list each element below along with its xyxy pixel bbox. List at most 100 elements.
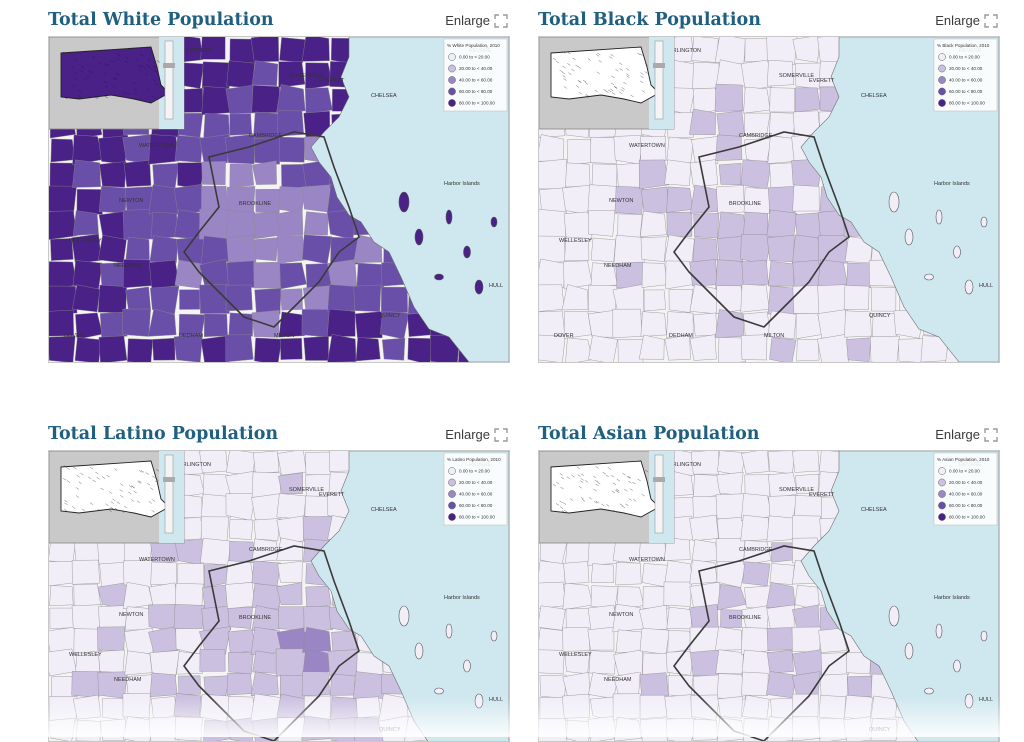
census-tract [278, 472, 303, 494]
zoom-handle[interactable] [163, 477, 175, 482]
choropleth-map[interactable]: NEWTON BROOKLINE WELLESLEY NEEDHAM QUINCY CAM… [539, 451, 999, 741]
legend-swatch [448, 467, 456, 475]
inset-town-line [88, 476, 92, 480]
inset-town-line [559, 506, 564, 509]
state-inset-map [49, 451, 185, 544]
census-tract [99, 311, 128, 339]
zoom-handle[interactable] [653, 63, 665, 68]
census-tract [99, 161, 127, 188]
inset-town-line [595, 500, 600, 504]
census-tract [201, 606, 232, 633]
enlarge-button[interactable]: Enlarge [935, 427, 998, 442]
census-tract [174, 716, 203, 741]
inset-town-line [104, 95, 108, 99]
enlarge-label: Enlarge [935, 427, 980, 442]
place-label: ARLINGTON [669, 48, 701, 54]
census-tract [98, 234, 127, 264]
place-label: NEEDHAM [604, 263, 632, 269]
census-tract [200, 516, 230, 542]
inset-town-line [91, 56, 96, 59]
enlarge-label: Enlarge [445, 13, 490, 28]
census-tract [817, 259, 848, 290]
census-tract [226, 186, 256, 214]
census-tract [640, 186, 669, 214]
inset-town-line [95, 471, 99, 475]
census-tract [49, 561, 77, 587]
inset-town-line [86, 75, 90, 78]
zoom-slider[interactable] [654, 454, 664, 534]
place-label: QUINCY [379, 727, 401, 733]
place-label: DEDHAM [179, 333, 203, 339]
inset-town-line [639, 80, 644, 84]
inset-town-line [566, 476, 570, 479]
legend-swatch [448, 53, 456, 61]
zoom-slider[interactable] [164, 40, 174, 120]
census-tract [741, 671, 769, 696]
inset-town-line [556, 482, 560, 485]
choropleth-map[interactable]: NEWTON BROOKLINE WELLESLEY NEEDHAM DEDHAM MIL… [539, 37, 999, 362]
map-legend: % Latino Population, 2010 0.00 to < 20.00… [443, 452, 508, 526]
census-tract [302, 285, 331, 313]
inset-town-line [76, 475, 80, 478]
zoom-slider[interactable] [654, 40, 664, 120]
enlarge-button[interactable]: Enlarge [935, 13, 998, 28]
inset-town-line [610, 88, 614, 92]
zoom-handle[interactable] [653, 477, 665, 482]
census-tract [740, 514, 771, 542]
census-tract [303, 606, 334, 633]
harbor-island [445, 209, 453, 225]
harbor-island [434, 687, 444, 695]
census-tract [795, 62, 823, 90]
place-label: BROOKLINE [239, 615, 271, 621]
zoom-slider[interactable] [164, 454, 174, 534]
census-tract [254, 288, 282, 315]
place-label: SOMERVILLE [779, 73, 814, 79]
census-tract [280, 338, 303, 360]
inset-town-line [155, 82, 159, 86]
inset-town-line [595, 54, 600, 57]
inset-town-line [582, 79, 587, 83]
census-tract [227, 606, 253, 629]
census-tract [49, 285, 78, 315]
map-black[interactable]: NEWTON BROOKLINE WELLESLEY NEEDHAM DEDHAM MIL… [538, 36, 1000, 363]
census-tract [302, 627, 332, 653]
panel-title: Total Latino Population [48, 424, 279, 444]
inset-town-line [585, 480, 589, 483]
census-tract [564, 236, 590, 262]
place-label: ARLINGTON [179, 462, 211, 468]
map-white[interactable]: NEWTON BROOKLINE WELLESLEY NEEDHAM DEDHAM MIL… [48, 36, 510, 363]
census-tract [742, 561, 771, 587]
census-tract [251, 471, 281, 498]
inset-town-line [645, 469, 649, 473]
census-tract [251, 84, 280, 113]
legend-swatch [448, 513, 456, 521]
massachusetts-outline [60, 460, 170, 518]
map-latino[interactable]: NEWTON BROOKLINE WELLESLEY NEEDHAM QUINCY CAM… [48, 450, 510, 742]
inset-town-line [109, 59, 114, 63]
census-tract [640, 136, 667, 162]
census-tract [276, 693, 304, 718]
census-tract [97, 284, 127, 314]
census-tract [122, 308, 151, 337]
inset-town-line [116, 58, 120, 61]
census-tract [693, 312, 718, 337]
harbor-island [463, 659, 471, 673]
enlarge-button[interactable]: Enlarge [445, 427, 508, 442]
inset-town-line [597, 481, 601, 485]
choropleth-map[interactable]: NEWTON BROOKLINE WELLESLEY NEEDHAM QUINCY CAM… [49, 451, 509, 741]
enlarge-button[interactable]: Enlarge [445, 13, 508, 28]
census-tract [99, 718, 126, 741]
census-tract [301, 671, 330, 697]
census-tract [228, 312, 253, 337]
census-tract [792, 37, 821, 63]
census-tract [741, 451, 770, 474]
inset-town-line [71, 65, 75, 69]
legend-swatch [448, 87, 456, 96]
place-label: ARLINGTON [179, 48, 211, 54]
map-asian[interactable]: NEWTON BROOKLINE WELLESLEY NEEDHAM QUINCY CAM… [538, 450, 1000, 742]
inset-town-line [625, 503, 629, 506]
choropleth-map[interactable]: NEWTON BROOKLINE WELLESLEY NEEDHAM DEDHAM MIL… [49, 37, 509, 362]
inset-town-line [114, 508, 119, 511]
inset-town-line [570, 498, 574, 501]
zoom-handle[interactable] [163, 63, 175, 68]
